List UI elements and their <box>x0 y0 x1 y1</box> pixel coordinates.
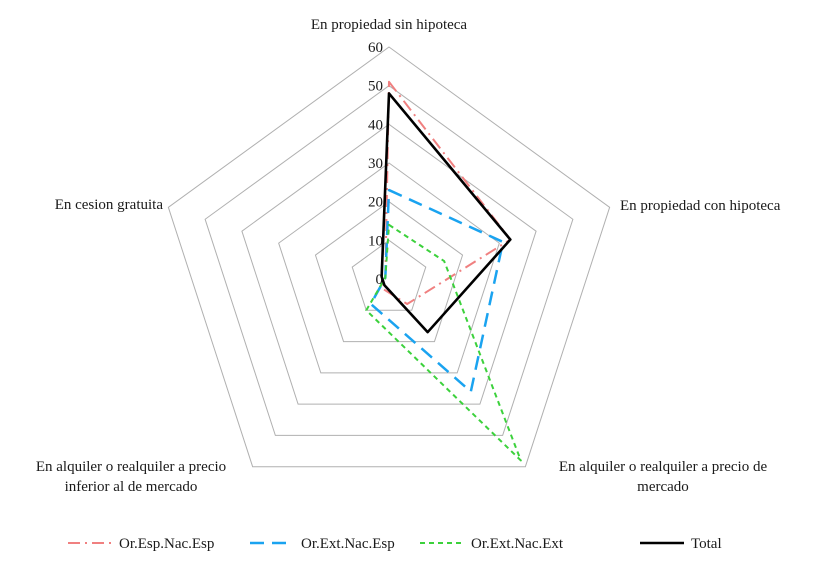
tick-label: 10 <box>368 233 383 249</box>
series-line-or-esp-nac-esp <box>381 80 512 306</box>
axis-label: En propiedad con hipoteca <box>620 198 781 214</box>
series-line-total <box>380 92 512 334</box>
legend-label: Total <box>691 536 722 552</box>
legend-label: Or.Ext.Nac.Esp <box>301 536 395 552</box>
legend-label: Or.Esp.Nac.Esp <box>119 536 214 552</box>
grid-ring <box>314 201 464 343</box>
grid-ring <box>204 85 574 436</box>
grid-ring <box>241 123 537 405</box>
axis-label: En alquiler o realquiler a precio inferio… <box>36 459 226 495</box>
tick-labels: 0 10 20 30 40 50 60 <box>368 40 383 288</box>
grid <box>167 46 611 468</box>
grid-ring <box>351 239 427 311</box>
tick-label: 30 <box>368 156 383 172</box>
axis-labels: En propiedad sin hipoteca En propiedad co… <box>36 17 781 495</box>
tick-label: 50 <box>368 79 383 95</box>
tick-label: 60 <box>368 40 383 56</box>
axis-label: En cesion gratuita <box>55 197 164 213</box>
axis-label: En alquiler o realquiler a precio de merc… <box>559 459 768 495</box>
grid-ring <box>278 162 500 374</box>
axis-label: En propiedad sin hipoteca <box>311 17 468 33</box>
legend-label: Or.Ext.Nac.Ext <box>471 536 564 552</box>
series-line-or-ext-nac-ext <box>365 223 522 462</box>
tick-label: 20 <box>368 195 383 211</box>
legend: Or.Esp.Nac.Esp Or.Ext.Nac.Esp Or.Ext.Nac.E… <box>68 536 722 552</box>
tick-label: 0 <box>376 272 384 288</box>
series-lines <box>365 80 522 462</box>
grid-ring <box>167 46 611 468</box>
tick-label: 40 <box>368 117 383 133</box>
